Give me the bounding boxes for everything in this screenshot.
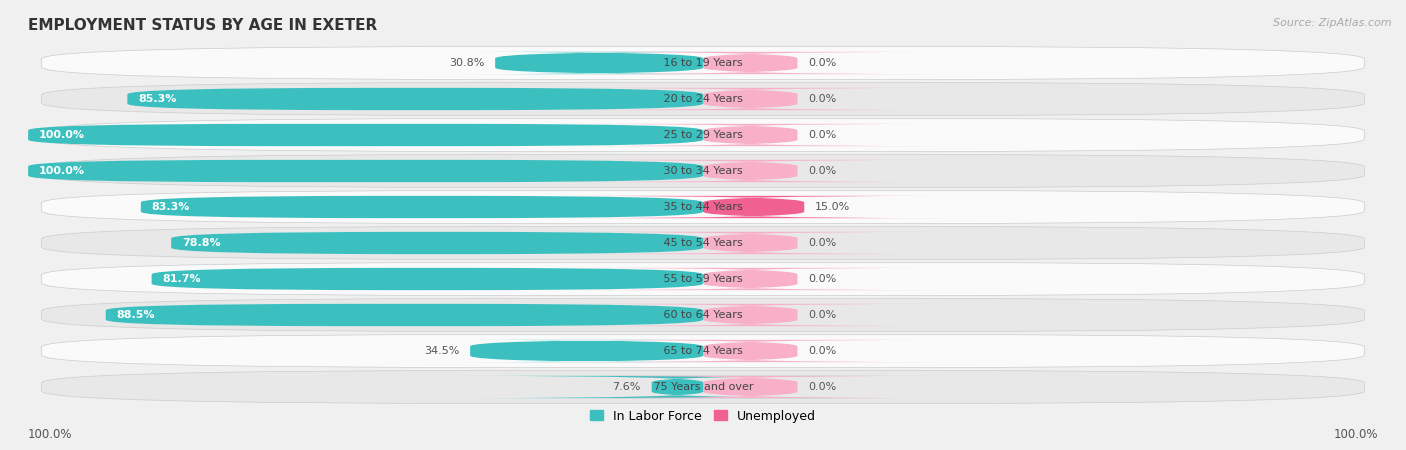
FancyBboxPatch shape: [42, 370, 1364, 404]
FancyBboxPatch shape: [42, 154, 1364, 188]
FancyBboxPatch shape: [554, 124, 946, 146]
Text: 16 to 19 Years: 16 to 19 Years: [659, 58, 747, 68]
Text: 0.0%: 0.0%: [808, 238, 837, 248]
FancyBboxPatch shape: [42, 226, 1364, 260]
FancyBboxPatch shape: [128, 88, 703, 110]
Text: 83.3%: 83.3%: [152, 202, 190, 212]
Text: 0.0%: 0.0%: [808, 166, 837, 176]
FancyBboxPatch shape: [42, 334, 1364, 368]
Text: 45 to 54 Years: 45 to 54 Years: [659, 238, 747, 248]
FancyBboxPatch shape: [42, 46, 1364, 80]
Text: 7.6%: 7.6%: [613, 382, 641, 392]
Text: 0.0%: 0.0%: [808, 130, 837, 140]
FancyBboxPatch shape: [42, 262, 1364, 296]
Text: 0.0%: 0.0%: [808, 58, 837, 68]
Text: 0.0%: 0.0%: [808, 274, 837, 284]
FancyBboxPatch shape: [172, 232, 703, 254]
Text: 34.5%: 34.5%: [425, 346, 460, 356]
FancyBboxPatch shape: [152, 268, 703, 290]
Text: 75 Years and over: 75 Years and over: [650, 382, 756, 392]
FancyBboxPatch shape: [42, 118, 1364, 152]
Text: EMPLOYMENT STATUS BY AGE IN EXETER: EMPLOYMENT STATUS BY AGE IN EXETER: [28, 18, 377, 33]
Text: 30.8%: 30.8%: [449, 58, 484, 68]
Text: 100.0%: 100.0%: [39, 166, 84, 176]
FancyBboxPatch shape: [561, 196, 946, 218]
FancyBboxPatch shape: [460, 376, 894, 398]
FancyBboxPatch shape: [42, 298, 1364, 332]
Text: 60 to 64 Years: 60 to 64 Years: [659, 310, 747, 320]
FancyBboxPatch shape: [554, 376, 946, 398]
FancyBboxPatch shape: [554, 232, 946, 254]
Text: 88.5%: 88.5%: [117, 310, 155, 320]
Text: 0.0%: 0.0%: [808, 310, 837, 320]
FancyBboxPatch shape: [141, 196, 703, 218]
FancyBboxPatch shape: [554, 160, 946, 182]
Text: 15.0%: 15.0%: [815, 202, 851, 212]
FancyBboxPatch shape: [28, 124, 703, 146]
Text: 0.0%: 0.0%: [808, 382, 837, 392]
Text: 25 to 29 Years: 25 to 29 Years: [659, 130, 747, 140]
FancyBboxPatch shape: [554, 88, 946, 110]
FancyBboxPatch shape: [105, 304, 703, 326]
Text: 81.7%: 81.7%: [163, 274, 201, 284]
Text: 0.0%: 0.0%: [808, 94, 837, 104]
FancyBboxPatch shape: [460, 340, 713, 362]
Text: Source: ZipAtlas.com: Source: ZipAtlas.com: [1274, 18, 1392, 28]
Text: 78.8%: 78.8%: [181, 238, 221, 248]
FancyBboxPatch shape: [42, 190, 1364, 224]
FancyBboxPatch shape: [554, 268, 946, 290]
FancyBboxPatch shape: [554, 304, 946, 326]
Text: 0.0%: 0.0%: [808, 346, 837, 356]
FancyBboxPatch shape: [554, 340, 946, 362]
Text: 100.0%: 100.0%: [39, 130, 84, 140]
FancyBboxPatch shape: [460, 52, 738, 74]
FancyBboxPatch shape: [28, 160, 703, 182]
Text: 100.0%: 100.0%: [28, 428, 73, 441]
Text: 20 to 24 Years: 20 to 24 Years: [659, 94, 747, 104]
Legend: In Labor Force, Unemployed: In Labor Force, Unemployed: [585, 405, 821, 428]
FancyBboxPatch shape: [554, 52, 946, 74]
Text: 55 to 59 Years: 55 to 59 Years: [659, 274, 747, 284]
Text: 30 to 34 Years: 30 to 34 Years: [659, 166, 747, 176]
FancyBboxPatch shape: [42, 82, 1364, 116]
Text: 65 to 74 Years: 65 to 74 Years: [659, 346, 747, 356]
Text: 85.3%: 85.3%: [138, 94, 177, 104]
Text: 35 to 44 Years: 35 to 44 Years: [659, 202, 747, 212]
Text: 100.0%: 100.0%: [1333, 428, 1378, 441]
